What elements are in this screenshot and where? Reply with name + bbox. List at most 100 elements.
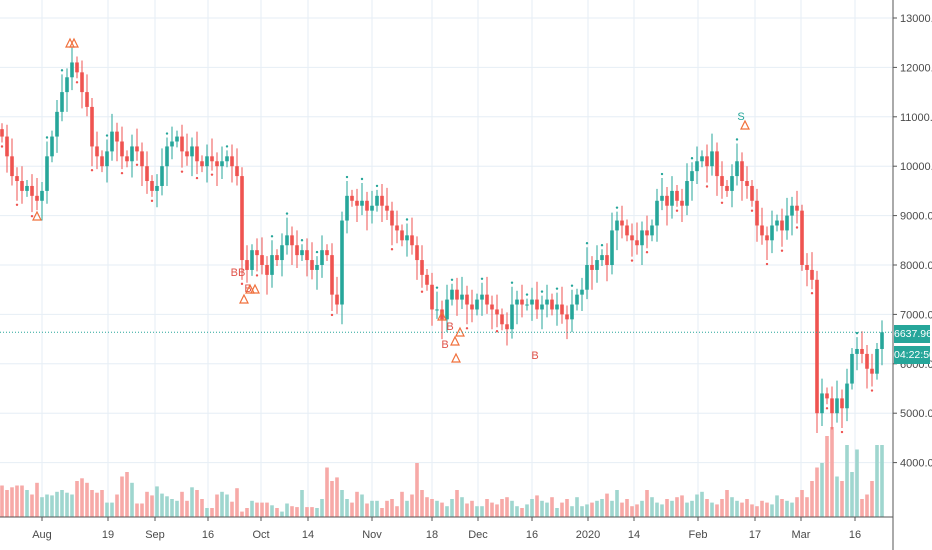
candle (835, 398, 839, 414)
candle (200, 161, 204, 167)
candle (390, 210, 394, 226)
candle (175, 136, 179, 142)
candle (645, 230, 649, 236)
candle (165, 146, 169, 167)
candle (145, 166, 149, 182)
candle (460, 294, 464, 300)
candle (505, 324, 509, 330)
signal-triangle-icon (437, 310, 447, 321)
x-tick-label: 16 (526, 529, 538, 541)
candle (325, 250, 329, 256)
candle (770, 225, 774, 241)
candle (720, 176, 724, 186)
candle (740, 161, 744, 182)
candle (30, 185, 34, 196)
signal-label: B (441, 339, 448, 351)
candle (635, 240, 639, 246)
candle (520, 299, 524, 305)
candle (620, 220, 624, 226)
candle (605, 255, 609, 265)
candle (0, 129, 4, 137)
candle (10, 156, 14, 177)
y-tick-label: 7000.00 (900, 309, 932, 321)
candle (80, 72, 84, 93)
candle (880, 332, 884, 349)
candle (480, 294, 484, 300)
candle (585, 265, 589, 290)
candle (90, 106, 94, 147)
candle (255, 250, 259, 256)
candle (615, 220, 619, 231)
x-tick-label: Oct (252, 529, 269, 541)
candle (680, 200, 684, 206)
candle (610, 230, 614, 265)
candle (820, 393, 824, 414)
candle (150, 181, 154, 191)
signal-triangle-icon (451, 352, 461, 363)
candle (275, 255, 279, 261)
x-tick-label: Aug (32, 529, 52, 541)
candle (50, 136, 54, 157)
candle (490, 304, 494, 310)
candle (725, 185, 729, 191)
candle (340, 220, 344, 305)
candle (650, 225, 654, 236)
candle (580, 289, 584, 295)
candle (195, 146, 199, 162)
candle (785, 215, 789, 231)
candle (540, 304, 544, 310)
candle (760, 225, 764, 236)
x-tick-label: Nov (362, 529, 382, 541)
candle (485, 294, 489, 305)
candle (220, 161, 224, 167)
candle (440, 309, 444, 320)
candle (20, 181, 24, 191)
last-price-badge: 6637.96 (894, 325, 932, 343)
candle (515, 299, 519, 305)
candle (750, 185, 754, 201)
candle (420, 260, 424, 275)
candle (315, 265, 319, 270)
candle (830, 398, 834, 414)
candle (465, 294, 469, 305)
candle (300, 250, 304, 256)
candle (355, 200, 359, 206)
candle (230, 156, 234, 167)
candle (280, 245, 284, 261)
candle (290, 235, 294, 246)
candle (875, 348, 879, 374)
candle (140, 151, 144, 167)
y-tick-label: 13000.00 (900, 13, 932, 25)
candle (305, 250, 309, 261)
signal-triangle-icon (450, 335, 460, 346)
x-tick-label: Dec (468, 529, 488, 541)
candle (320, 250, 324, 265)
candle (425, 274, 429, 285)
x-tick-label: 17 (749, 529, 761, 541)
candle (450, 289, 454, 300)
signal-label: S (737, 111, 744, 123)
x-tick-label: Sep (145, 529, 165, 541)
candle (65, 77, 69, 93)
candle (235, 166, 239, 177)
y-tick-label: 9000.00 (900, 211, 932, 223)
candle (825, 393, 829, 399)
x-tick-label: 16 (202, 529, 214, 541)
candle (410, 235, 414, 246)
candle (590, 265, 594, 270)
candle (110, 131, 114, 152)
candle (690, 171, 694, 182)
x-tick-label: 14 (302, 529, 314, 541)
candle (840, 398, 844, 409)
candle (655, 200, 659, 226)
x-tick-label: 16 (849, 529, 861, 541)
y-tick-label: 11000.00 (900, 112, 932, 124)
candle (240, 176, 244, 261)
candle (855, 348, 859, 354)
candle (700, 156, 704, 162)
candle (40, 190, 44, 201)
candle (455, 289, 459, 300)
candle (850, 353, 854, 384)
candle (745, 181, 749, 186)
